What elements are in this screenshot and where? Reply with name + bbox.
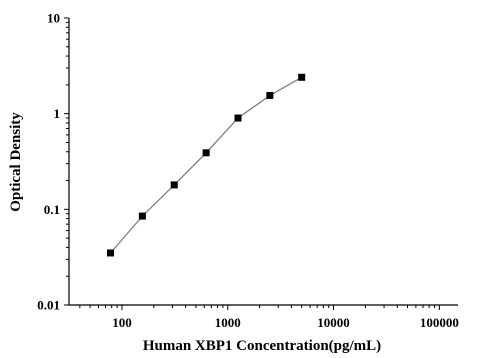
x-ticks: 100 1000 10000 100000 [79,305,459,330]
data-point [138,212,146,220]
x-tick-label: 10000 [317,315,350,330]
data-point [234,114,242,122]
x-tick-label: 100000 [420,315,459,330]
y-tick-label: 0.01 [37,298,60,313]
data-point [266,91,274,99]
x-tick-label: 1000 [215,315,241,330]
y-axis-title: Optical Density [8,112,24,212]
data-point [107,249,115,257]
data-point [170,181,178,189]
data-point [298,73,306,81]
series-layer [107,73,306,257]
y-tick-label: 0.1 [44,202,60,217]
y-ticks: 0.01 0.1 1 10 [37,11,69,313]
y-tick-label: 1 [54,106,61,121]
data-point [202,149,210,157]
y-tick-label: 10 [47,11,60,26]
x-tick-label: 100 [112,315,132,330]
x-axis-title: Human XBP1 Concentration(pg/mL) [143,338,381,354]
series-line [110,76,302,254]
